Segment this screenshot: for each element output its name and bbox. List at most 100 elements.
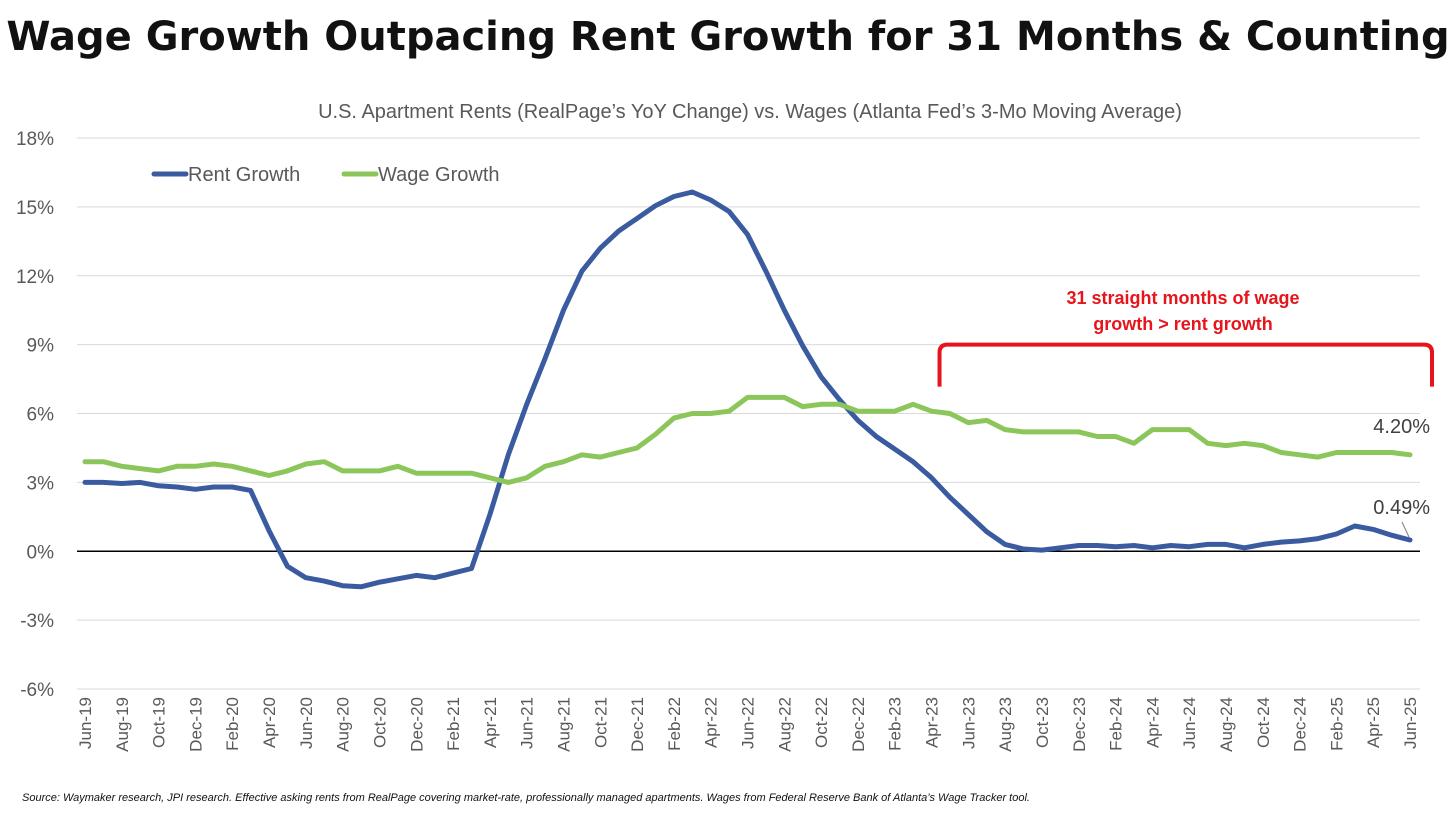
x-tick-label: Apr-24 xyxy=(1143,697,1162,748)
rent-point xyxy=(506,453,510,457)
x-tick-label: Feb-23 xyxy=(886,697,905,751)
wage-point xyxy=(1224,444,1228,448)
rent-point xyxy=(801,344,805,348)
rent-point xyxy=(617,229,621,233)
rent-point xyxy=(488,513,492,517)
x-tick-label: Dec-21 xyxy=(628,697,647,752)
wage-point xyxy=(230,464,234,468)
wage-point xyxy=(83,460,87,464)
wage-point xyxy=(469,471,473,475)
x-tick-label: Dec-23 xyxy=(1070,697,1089,752)
x-tick-label: Aug-21 xyxy=(554,697,573,752)
x-tick-label: Oct-24 xyxy=(1254,697,1273,748)
y-tick-label: 0% xyxy=(27,542,55,563)
wage-point xyxy=(249,469,253,473)
wage-point xyxy=(1316,455,1320,459)
rent-point xyxy=(359,585,363,589)
wage-point xyxy=(1095,434,1099,438)
x-tick-label: Dec-20 xyxy=(407,697,426,752)
x-tick-label: Aug-20 xyxy=(334,697,353,752)
wage-point xyxy=(525,476,529,480)
wage-point xyxy=(341,469,345,473)
rent-point xyxy=(1077,544,1081,548)
wage-point xyxy=(782,395,786,399)
rent-point xyxy=(193,487,197,491)
x-tick-label: Dec-19 xyxy=(186,697,205,752)
x-tick-label: Oct-20 xyxy=(370,697,389,748)
wage-point xyxy=(157,469,161,473)
rent-point xyxy=(580,269,584,273)
rent-point xyxy=(120,482,124,486)
rent-point xyxy=(267,529,271,533)
annotation-text-line1: 31 straight months of wage xyxy=(1066,288,1299,308)
rent-point xyxy=(175,485,179,489)
x-tick-label: Apr-21 xyxy=(481,697,500,748)
x-tick-label: Jun-22 xyxy=(739,697,758,749)
rent-point xyxy=(285,564,289,568)
wage-point xyxy=(506,480,510,484)
rent-point xyxy=(1408,538,1412,542)
wage-point xyxy=(451,471,455,475)
rent-point xyxy=(838,398,842,402)
rent-point xyxy=(911,460,915,464)
rent-point xyxy=(746,232,749,236)
wage-point xyxy=(1279,451,1283,455)
x-tick-label: Feb-21 xyxy=(444,697,463,751)
x-tick-label: Apr-20 xyxy=(260,697,279,748)
wage-point xyxy=(377,469,381,473)
rent-point xyxy=(1114,545,1118,549)
annotation-text-line2: growth > rent growth xyxy=(1093,314,1273,334)
y-tick-label: 3% xyxy=(27,473,55,494)
rent-point xyxy=(1150,546,1154,550)
rent-point xyxy=(561,308,565,312)
wage-point xyxy=(819,402,823,406)
y-tick-label: 18% xyxy=(16,129,54,150)
series-line-rent xyxy=(82,189,1413,590)
wage-point xyxy=(396,464,400,468)
wage-point xyxy=(304,462,308,466)
wage-point xyxy=(1132,441,1136,445)
wage-point xyxy=(1187,428,1191,432)
series-line-wage xyxy=(82,394,1413,485)
wage-point xyxy=(1058,430,1062,434)
rent-point xyxy=(212,485,216,489)
rent-point xyxy=(985,530,989,534)
rent-point xyxy=(1334,532,1338,536)
wage-point xyxy=(267,473,271,477)
rent-point xyxy=(1390,533,1394,537)
wage-point xyxy=(690,412,694,415)
wage-point xyxy=(746,395,749,399)
y-tick-label: -3% xyxy=(20,611,54,632)
y-tick-label: 6% xyxy=(27,405,55,426)
x-tick-label: Feb-22 xyxy=(665,697,684,751)
rent-point xyxy=(764,269,768,273)
rent-point xyxy=(727,209,731,213)
wage-point xyxy=(653,432,657,436)
wage-point xyxy=(856,409,860,413)
x-tick-label: Aug-23 xyxy=(996,697,1015,752)
wage-point xyxy=(1022,430,1026,434)
x-tick-label: Jun-19 xyxy=(76,697,95,749)
x-tick-label: Aug-22 xyxy=(775,697,794,752)
wage-point xyxy=(801,405,805,409)
wage-point xyxy=(580,453,584,457)
y-tick-label: -6% xyxy=(20,680,54,701)
rent-point xyxy=(414,573,418,577)
x-tick-label: Jun-21 xyxy=(518,697,537,749)
wage-point xyxy=(1242,441,1246,445)
wage-point xyxy=(764,395,768,399)
rent-point xyxy=(83,480,87,484)
rent-point xyxy=(1298,539,1302,543)
x-tick-label: Feb-24 xyxy=(1107,697,1126,751)
x-tick-label: Dec-22 xyxy=(849,697,868,752)
x-tick-label: Aug-19 xyxy=(113,697,132,752)
rent-point xyxy=(856,418,860,422)
x-tick-label: Oct-23 xyxy=(1033,697,1052,748)
wage-point xyxy=(598,455,602,459)
wage-point xyxy=(1077,430,1081,434)
rent-point xyxy=(1261,542,1265,546)
rent-point xyxy=(1206,542,1210,546)
x-tick-label: Apr-22 xyxy=(702,697,721,748)
rent-point xyxy=(874,434,878,438)
source-note: Source: Waymaker research, JPI research.… xyxy=(22,792,1030,804)
